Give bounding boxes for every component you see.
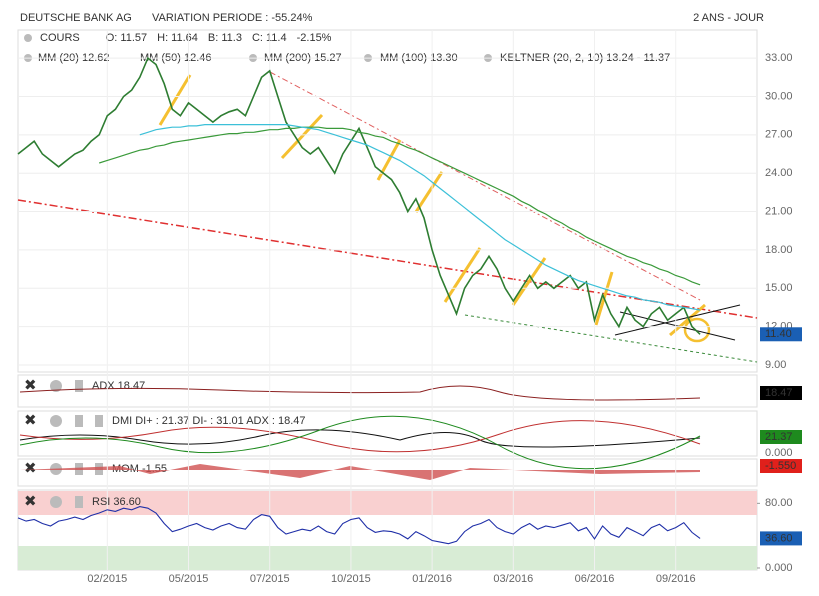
indicator-tag-label: 21.37 xyxy=(765,431,793,443)
indicator-tag-label: -1.550 xyxy=(765,460,796,472)
svg-text:✖: ✖ xyxy=(24,493,37,510)
rsi-tick-label: 80.00 xyxy=(765,497,793,509)
series-line xyxy=(139,124,701,311)
y-tick-label: 9.00 xyxy=(765,359,786,371)
x-tick-label: 09/2016 xyxy=(656,573,696,585)
rsi-oversold-zone xyxy=(18,546,757,570)
last-value-tag xyxy=(760,327,802,342)
indicator-tag xyxy=(760,386,802,400)
x-tick-label: 06/2016 xyxy=(575,573,615,585)
x-tick-label: 10/2015 xyxy=(331,573,371,585)
svg-text:✖: ✖ xyxy=(24,412,37,429)
rsi-label: RSI 36.60 xyxy=(92,496,141,508)
series-line xyxy=(99,126,701,286)
svg-text:✖: ✖ xyxy=(24,377,37,394)
y-tick-label: 30.00 xyxy=(765,90,793,102)
legend-entry: H: 11.64 xyxy=(157,32,198,44)
svg-text:✖: ✖ xyxy=(24,460,37,477)
indicator-tag-label: 18.47 xyxy=(765,387,793,399)
adx-panel xyxy=(17,374,758,408)
y-tick-label: 24.00 xyxy=(765,167,793,179)
x-tick-label: 07/2015 xyxy=(250,573,290,585)
indicator-tag xyxy=(760,531,802,546)
dmi-panel xyxy=(17,410,758,457)
x-tick-label: 05/2015 xyxy=(169,573,209,585)
y-tick-label: 18.00 xyxy=(765,244,793,256)
dmi-zero-tick: 0.000 xyxy=(765,447,793,459)
y-tick-label: 21.00 xyxy=(765,205,793,217)
rsi-tick-label: 0.000 xyxy=(765,562,793,574)
legend-entry: B: 11.3 xyxy=(208,32,242,44)
period: 2 ANS - JOUR xyxy=(693,12,764,24)
last-value-label: 11.40 xyxy=(765,328,792,340)
rsi-line xyxy=(17,506,701,545)
indicator-tag-label: 36.60 xyxy=(765,532,793,544)
series-line xyxy=(17,56,701,335)
rsi-overbought-zone xyxy=(18,491,757,515)
x-tick-label: 01/2016 xyxy=(412,573,452,585)
indicator-decor xyxy=(19,385,701,480)
x-tick-label: 03/2016 xyxy=(493,573,533,585)
main-panel xyxy=(17,29,758,373)
chart-title: DEUTSCHE BANK AG xyxy=(20,12,132,24)
x-tick-label: 02/2015 xyxy=(87,573,127,585)
mom-panel xyxy=(17,458,758,487)
indicator-tag xyxy=(760,459,802,473)
legend-entry: -2.15% xyxy=(297,32,332,44)
adx-label: ADX 18.47 xyxy=(92,380,145,392)
indicator-tag xyxy=(760,430,802,444)
subtitle: VARIATION PERIODE : -55.24% xyxy=(152,12,313,24)
dmi-label: DMI DI+ : 21.37 DI- : 31.01 ADX : 18.47 xyxy=(112,415,306,427)
legend-entry: COURS xyxy=(40,32,80,44)
y-tick-label: 27.00 xyxy=(765,129,793,141)
legend-entry: O: 11.57 xyxy=(106,32,147,44)
y-tick-label: 15.00 xyxy=(765,282,793,294)
y-tick-label: 33.00 xyxy=(765,52,793,64)
